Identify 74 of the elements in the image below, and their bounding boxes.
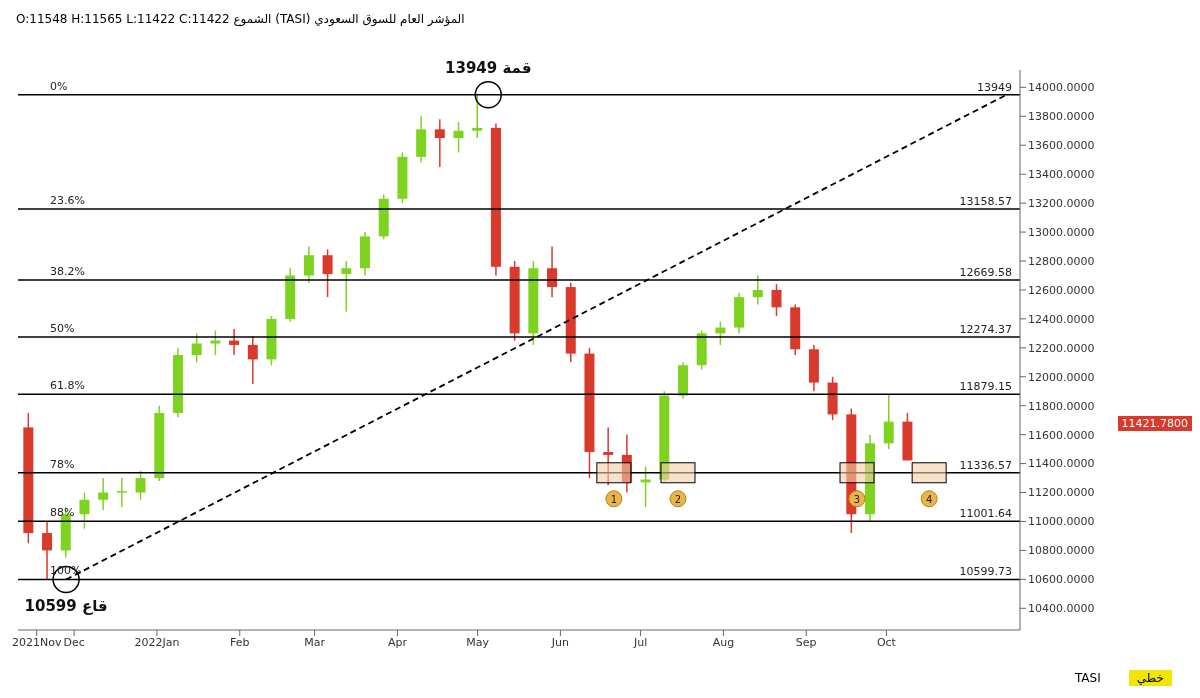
candlestick xyxy=(752,274,763,306)
text: TASI xyxy=(1073,670,1102,686)
ref-line-label: 10599.73 xyxy=(959,565,1012,579)
y-tick-label: 11600.0000 xyxy=(1028,428,1095,442)
text: 11421.7800 xyxy=(1117,416,1192,431)
candlestick xyxy=(341,260,352,313)
annotation: 1 xyxy=(610,493,618,505)
candlestick xyxy=(229,328,240,356)
annotation: 38.2% xyxy=(50,264,86,278)
y-tick-label: 12200.0000 xyxy=(1028,341,1095,355)
candlestick xyxy=(322,248,333,298)
candlestick xyxy=(547,245,558,298)
candlestick xyxy=(603,426,614,487)
annotation: 23.6% xyxy=(50,194,86,208)
y-tick-label: 13800.0000 xyxy=(1028,110,1095,124)
x-tick-label: Aug xyxy=(712,635,735,649)
annotation: 4 xyxy=(925,493,933,505)
x-tick-label: Jul xyxy=(632,635,648,649)
annotation: 50% xyxy=(50,322,75,336)
candlestick xyxy=(98,477,109,511)
annotation: قاع 10599 xyxy=(24,597,108,616)
y-tick-label: 12600.0000 xyxy=(1028,283,1095,297)
annotation: 0% xyxy=(50,79,68,93)
y-tick-label: 11000.0000 xyxy=(1028,515,1095,529)
y-tick-label: 12400.0000 xyxy=(1028,312,1095,326)
ref-line-label: 11336.57 xyxy=(959,458,1012,472)
y-tick-label: 12000.0000 xyxy=(1028,370,1095,384)
annotation: 61.8% xyxy=(50,379,86,393)
x-tick-label: Apr xyxy=(387,635,408,649)
x-tick-label: 2021Nov xyxy=(11,635,62,649)
annotation: 78% xyxy=(50,457,75,471)
ref-line-label: 13158.57 xyxy=(959,195,1012,209)
y-tick-label: 13600.0000 xyxy=(1028,139,1095,153)
candlestick xyxy=(79,491,90,530)
candlestick xyxy=(42,520,53,581)
candlestick xyxy=(303,245,314,284)
x-tick-label: May xyxy=(466,635,490,649)
candlestick xyxy=(247,335,258,385)
y-tick-label: 10800.0000 xyxy=(1028,544,1095,558)
candlestick xyxy=(472,93,483,139)
y-tick-label: 13200.0000 xyxy=(1028,197,1095,211)
y-tick-label: 13400.0000 xyxy=(1028,168,1095,182)
y-tick-label: 11200.0000 xyxy=(1028,486,1095,500)
chart-title: المؤشر العام للسوق السعودي (TASI) الشموع O:11548 H:11565 L:11422 C:11422 xyxy=(15,11,466,29)
ref-line-label: 11001.64 xyxy=(959,507,1012,521)
candlestick xyxy=(135,470,146,501)
y-tick-label: 11800.0000 xyxy=(1028,399,1095,413)
x-tick-label: Sep xyxy=(795,635,817,649)
y-tick-label: 10400.0000 xyxy=(1028,602,1095,616)
ref-line-label: 12669.58 xyxy=(959,265,1012,279)
y-tick-label: 10600.0000 xyxy=(1028,573,1095,587)
candlestick xyxy=(883,393,894,450)
y-tick-label: 13000.0000 xyxy=(1028,225,1095,239)
candlestick xyxy=(453,121,464,154)
x-tick-label: Oct xyxy=(876,635,897,649)
candlestick xyxy=(434,118,445,168)
candlestick xyxy=(191,332,202,364)
y-tick-label: 14000.0000 xyxy=(1028,81,1095,95)
annotation: قمة 13949 xyxy=(445,58,532,77)
ref-line-label: 11879.15 xyxy=(959,380,1012,394)
x-tick-label: 2022Jan xyxy=(134,635,180,649)
annotation: 2 xyxy=(674,493,682,505)
x-tick-label: Jun xyxy=(550,635,570,649)
candlestick xyxy=(771,283,782,317)
x-tick-label: Mar xyxy=(304,635,326,649)
x-tick-label: Dec xyxy=(63,635,85,649)
ref-line-label: 12274.37 xyxy=(959,323,1012,337)
x-tick-label: Feb xyxy=(230,635,250,649)
y-tick-label: 12800.0000 xyxy=(1028,254,1095,268)
y-tick-label: 11400.0000 xyxy=(1028,457,1095,471)
annotation: 3 xyxy=(853,493,861,505)
ref-line-label: 13949 xyxy=(977,80,1012,94)
text: خطي xyxy=(1128,670,1172,686)
candlestick xyxy=(116,477,127,508)
